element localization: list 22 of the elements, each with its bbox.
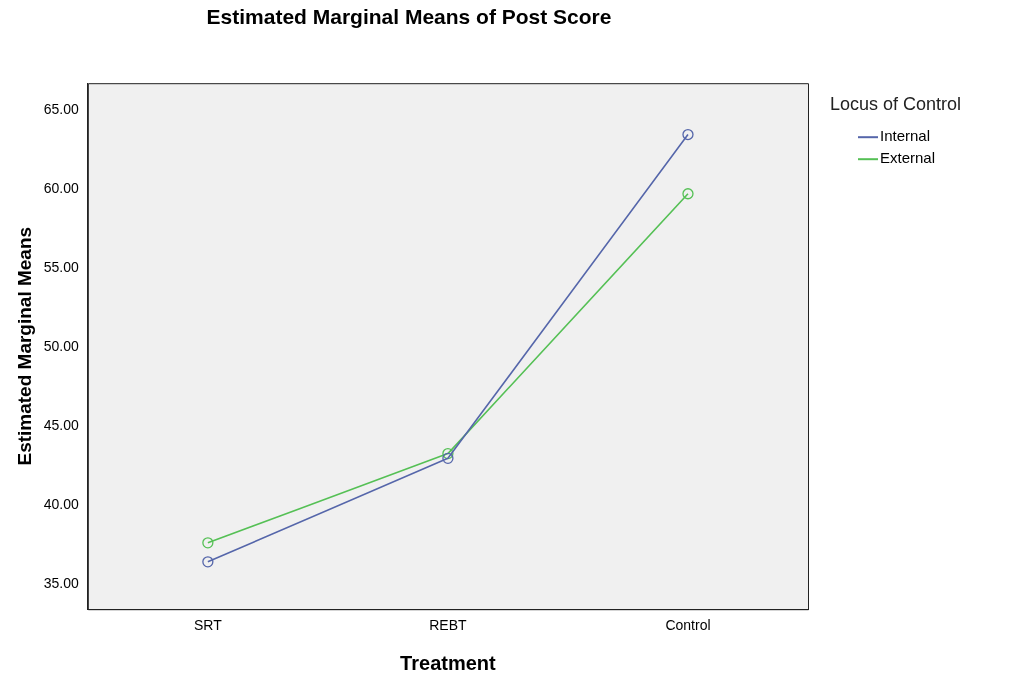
point: [202, 556, 214, 568]
x-axis-title: Treatment: [400, 651, 497, 674]
y-tick-label: 65.00: [43, 100, 80, 117]
y-tick-label: 35.00: [43, 574, 80, 591]
y-tick-label: 50.00: [43, 337, 80, 354]
chart-title: Estimated Marginal Means of Post Score: [206, 5, 612, 29]
y-axis-title: Estimated Marginal Means: [13, 226, 35, 466]
point: [442, 447, 454, 460]
point: [682, 188, 694, 200]
y-tick-label: 40.00: [43, 495, 80, 512]
legend-label: External: [880, 149, 936, 167]
x-tick-label: Control: [665, 617, 711, 634]
point: [202, 537, 214, 549]
y-tick-label: 55.00: [43, 258, 80, 275]
point: [442, 452, 454, 464]
y-tick-label: 60.00: [43, 179, 80, 196]
legend-label: Internal: [880, 127, 931, 145]
y-tick-label: 45.00: [43, 416, 80, 433]
legend-title: Locus of Control: [830, 94, 962, 115]
x-tick-label: REBT: [429, 617, 468, 634]
x-tick-label: SRT: [193, 617, 223, 634]
point: [682, 128, 694, 141]
